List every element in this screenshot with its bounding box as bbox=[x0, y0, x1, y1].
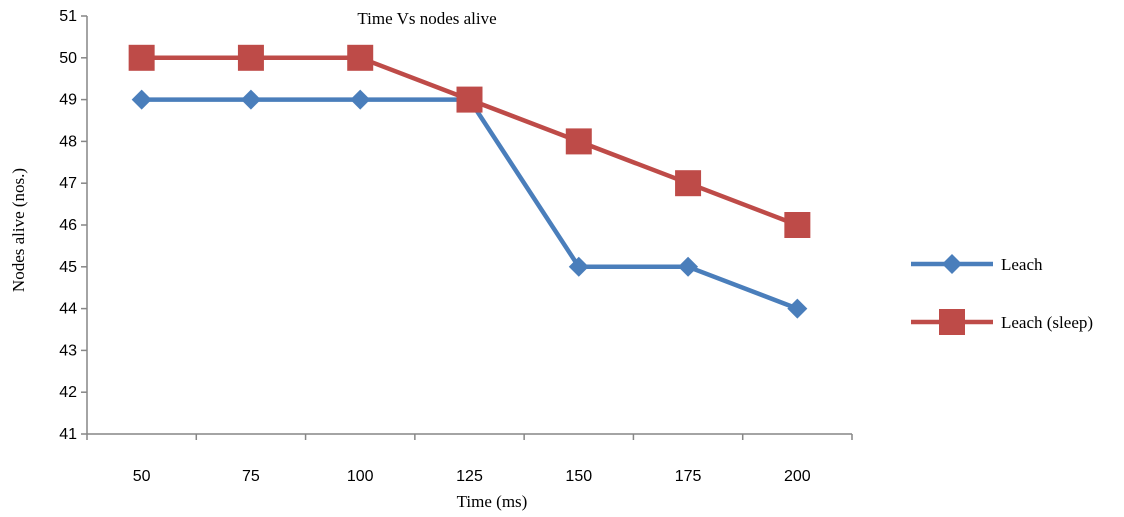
x-axis-title: Time (ms) bbox=[457, 492, 528, 511]
y-tick-label: 51 bbox=[59, 8, 77, 25]
y-tick-label: 42 bbox=[59, 384, 77, 401]
series-layer bbox=[128, 44, 811, 319]
x-tick-label: 200 bbox=[784, 468, 811, 485]
legend-entry: Leach (sleep) bbox=[911, 309, 1093, 335]
y-tick-label: 47 bbox=[59, 175, 77, 192]
data-point bbox=[675, 170, 702, 197]
x-tick-label: 175 bbox=[675, 468, 702, 485]
series-leach bbox=[131, 89, 808, 319]
chart-title: Time Vs nodes alive bbox=[357, 9, 496, 28]
y-tick-label: 45 bbox=[59, 259, 77, 276]
data-point bbox=[456, 86, 483, 113]
legend: Leach Leach (sleep) bbox=[911, 254, 1093, 335]
y-axis-ticks: 41 42 43 44 45 46 47 48 49 50 51 bbox=[59, 8, 87, 443]
x-tick-label: 100 bbox=[347, 468, 374, 485]
y-tick-label: 46 bbox=[59, 217, 77, 234]
legend-label: Leach (sleep) bbox=[1001, 313, 1093, 332]
data-point bbox=[565, 128, 592, 155]
data-point bbox=[568, 256, 589, 277]
legend-marker bbox=[942, 254, 962, 274]
y-tick-label: 44 bbox=[59, 301, 77, 318]
y-tick-label: 50 bbox=[59, 50, 77, 67]
legend-label: Leach bbox=[1001, 255, 1043, 274]
series-line bbox=[141, 55, 799, 228]
x-tick-label: 50 bbox=[133, 468, 151, 485]
data-point bbox=[784, 212, 811, 238]
series-leach-sleep bbox=[128, 44, 811, 238]
data-point bbox=[131, 89, 152, 110]
y-tick-label: 48 bbox=[59, 133, 77, 150]
data-point bbox=[128, 44, 155, 71]
series-line bbox=[141, 97, 799, 311]
x-axis-ticks: 50 75 100 125 150 175 200 bbox=[86, 434, 853, 485]
data-point bbox=[787, 298, 808, 319]
data-point bbox=[347, 44, 374, 71]
legend-entry: Leach bbox=[911, 254, 1043, 274]
y-tick-label: 49 bbox=[59, 92, 77, 109]
x-tick-label: 75 bbox=[242, 468, 260, 485]
data-point bbox=[237, 44, 264, 71]
data-point bbox=[240, 89, 261, 110]
data-point bbox=[678, 256, 699, 277]
x-tick-label: 150 bbox=[565, 468, 592, 485]
y-axis-title: Nodes alive (nos.) bbox=[9, 168, 28, 292]
data-point bbox=[350, 89, 371, 110]
legend-marker bbox=[939, 309, 965, 335]
x-tick-label: 125 bbox=[456, 468, 483, 485]
y-tick-label: 43 bbox=[59, 342, 77, 359]
y-tick-label: 41 bbox=[59, 426, 77, 443]
